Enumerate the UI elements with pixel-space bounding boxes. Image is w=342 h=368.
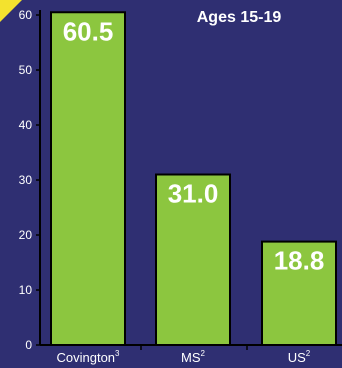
y-tick-label: 10 [19, 283, 33, 297]
x-category-superscript: 3 [115, 349, 120, 358]
x-category-name: MS [181, 350, 201, 365]
x-category-label: US2 [288, 349, 311, 365]
bar-value-label: 60.5 [63, 16, 114, 46]
x-category-name: US [288, 350, 306, 365]
x-category-superscript: 2 [306, 349, 311, 358]
y-tick-label: 30 [19, 173, 33, 187]
bar-value-label: 31.0 [168, 179, 219, 209]
bar [155, 173, 231, 346]
y-tick-label: 50 [19, 63, 33, 77]
bar [261, 240, 337, 347]
x-category-name: Covington [57, 350, 116, 365]
y-tick-label: 40 [19, 118, 33, 132]
y-tick-label: 0 [25, 338, 32, 352]
y-tick-label: 20 [19, 228, 33, 242]
bar-value-label: 18.8 [274, 246, 325, 276]
x-category-label: Covington3 [57, 349, 121, 365]
chart-title: Ages 15-19 [197, 9, 282, 26]
bar [50, 11, 126, 346]
y-tick-label: 60 [19, 8, 33, 22]
x-category-label: MS2 [181, 349, 206, 365]
x-category-superscript: 2 [201, 349, 206, 358]
